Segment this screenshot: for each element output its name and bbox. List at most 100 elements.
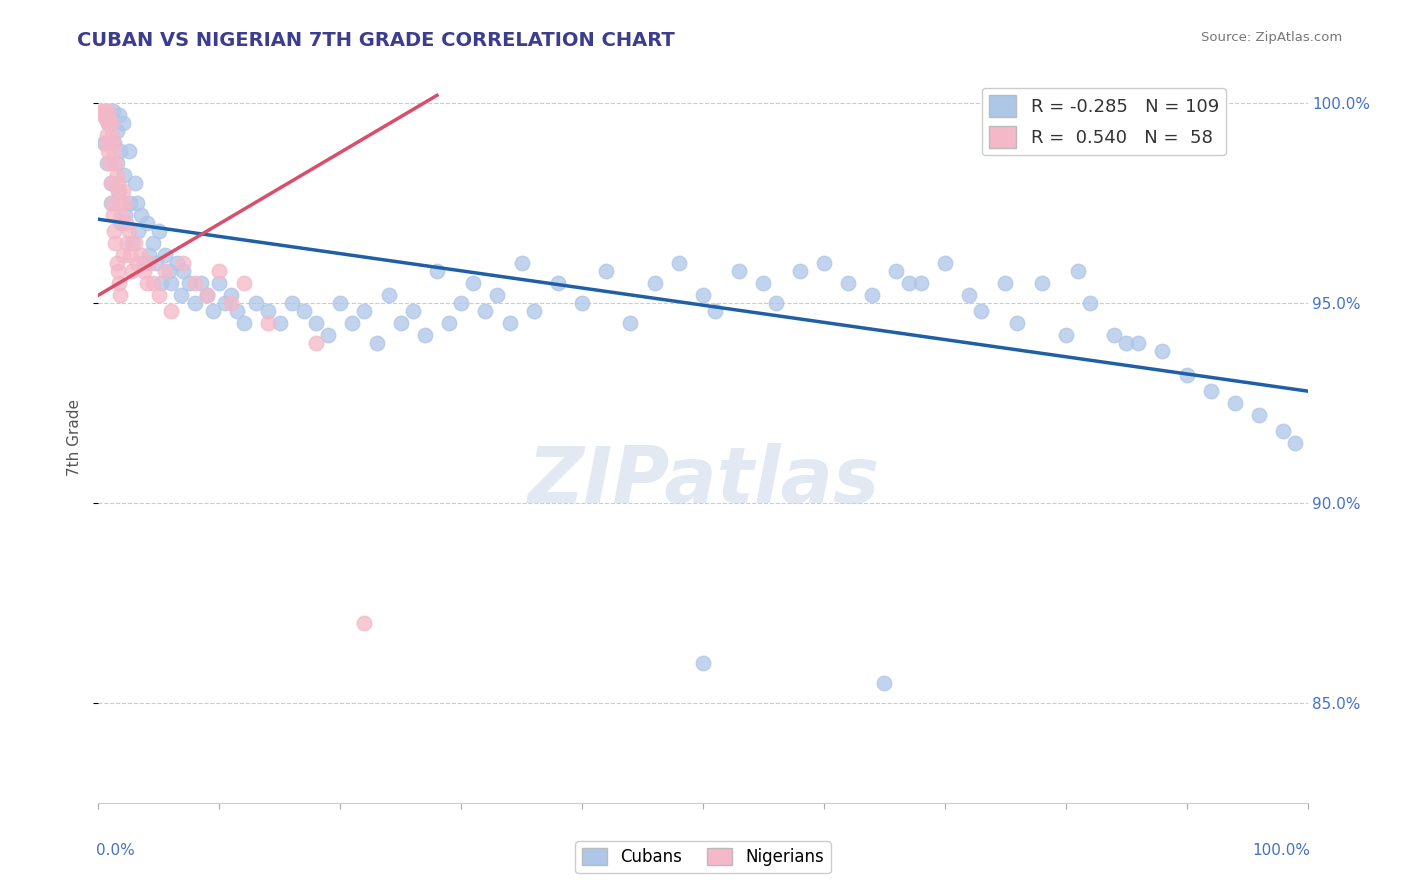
Point <box>910 276 932 290</box>
Point <box>179 276 201 290</box>
Text: 0.0%: 0.0% <box>96 843 135 858</box>
Point <box>970 304 993 318</box>
Point <box>111 184 134 198</box>
Point <box>100 116 122 130</box>
Point <box>118 224 141 238</box>
Point <box>129 208 152 222</box>
Point <box>134 264 156 278</box>
Point <box>389 316 412 330</box>
Point <box>190 276 212 290</box>
Point <box>96 128 118 143</box>
Point <box>1102 328 1125 343</box>
Point <box>860 288 883 302</box>
Point <box>232 316 254 330</box>
Point <box>103 136 125 151</box>
Point <box>292 304 315 318</box>
Point <box>789 264 811 278</box>
Point <box>353 615 375 630</box>
Point <box>202 304 225 318</box>
Point <box>135 216 157 230</box>
Point <box>118 196 141 211</box>
Point <box>886 264 908 278</box>
Point <box>704 304 727 318</box>
Point <box>150 276 173 290</box>
Point <box>160 276 183 290</box>
Point <box>184 296 207 310</box>
Text: 100.0%: 100.0% <box>1253 843 1310 858</box>
Point <box>111 248 134 262</box>
Point <box>463 276 485 290</box>
Point <box>124 176 146 190</box>
Point <box>101 208 124 222</box>
Point <box>377 288 399 302</box>
Point <box>1152 344 1174 359</box>
Y-axis label: 7th Grade: 7th Grade <box>66 399 82 475</box>
Point <box>135 276 157 290</box>
Point <box>94 112 117 127</box>
Point <box>142 236 165 251</box>
Point <box>100 176 122 190</box>
Point <box>148 224 170 238</box>
Point <box>114 208 136 222</box>
Point <box>114 196 136 211</box>
Point <box>1067 264 1090 278</box>
Point <box>523 304 546 318</box>
Point <box>118 145 141 159</box>
Point <box>221 288 243 302</box>
Point <box>104 236 127 251</box>
Point <box>121 236 143 251</box>
Point <box>97 145 120 159</box>
Point <box>107 176 129 190</box>
Point <box>510 256 533 270</box>
Point <box>208 276 231 290</box>
Point <box>450 296 472 310</box>
Point <box>96 108 118 122</box>
Point <box>97 116 120 130</box>
Point <box>134 256 156 270</box>
Point <box>1054 328 1077 343</box>
Point <box>256 316 278 330</box>
Point <box>169 288 191 302</box>
Point <box>101 104 124 119</box>
Point <box>94 136 117 151</box>
Point <box>98 156 121 170</box>
Point <box>121 264 143 278</box>
Point <box>97 104 120 119</box>
Text: ZIPatlas: ZIPatlas <box>527 443 879 519</box>
Legend: R = -0.285   N = 109, R =  0.540   N =  58: R = -0.285 N = 109, R = 0.540 N = 58 <box>981 87 1226 155</box>
Point <box>138 256 160 270</box>
Point <box>112 169 135 183</box>
Point <box>108 184 131 198</box>
Point <box>1249 408 1271 422</box>
Point <box>100 176 122 190</box>
Point <box>111 116 134 130</box>
Point <box>232 276 254 290</box>
Point <box>316 328 339 343</box>
Point <box>166 256 188 270</box>
Point <box>342 316 364 330</box>
Point <box>1223 396 1246 410</box>
Point <box>873 676 896 690</box>
Point <box>1284 436 1306 450</box>
Point <box>214 296 236 310</box>
Point <box>184 276 207 290</box>
Point <box>1115 336 1137 351</box>
Point <box>96 156 118 170</box>
Point <box>160 304 183 318</box>
Point <box>668 256 690 270</box>
Point <box>619 316 641 330</box>
Point <box>195 288 218 302</box>
Point <box>138 248 160 262</box>
Point <box>595 264 617 278</box>
Point <box>692 656 714 670</box>
Point <box>118 248 141 262</box>
Point <box>91 104 114 119</box>
Point <box>153 264 176 278</box>
Point <box>474 304 496 318</box>
Point <box>426 264 449 278</box>
Point <box>305 336 328 351</box>
Point <box>498 316 520 330</box>
Point <box>837 276 859 290</box>
Point <box>1078 296 1101 310</box>
Point <box>571 296 593 310</box>
